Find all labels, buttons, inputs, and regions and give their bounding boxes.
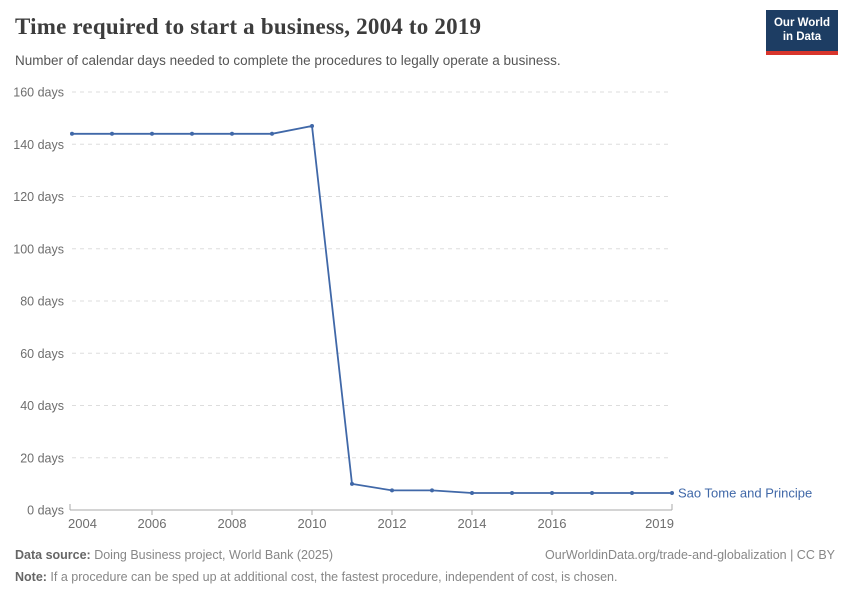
x-tick-label-2006: 2006: [138, 516, 167, 531]
owid-logo-line1: Our World: [773, 17, 830, 29]
data-point-2006[interactable]: [150, 131, 154, 136]
data-point-2010[interactable]: [310, 124, 314, 128]
x-tick-label-2012: 2012: [378, 516, 407, 531]
y-tick-label-60: 60 days: [20, 347, 64, 361]
chart-subtitle: Number of calendar days needed to comple…: [15, 53, 561, 68]
data-point-2013[interactable]: [430, 488, 434, 493]
data-point-2007[interactable]: [190, 131, 194, 136]
y-tick-label-0: 0 days: [27, 504, 64, 518]
data-point-2017[interactable]: [590, 491, 594, 495]
y-tick-label-120: 120 days: [13, 190, 64, 204]
data-point-2016[interactable]: [550, 491, 554, 495]
data-point-2005[interactable]: [110, 131, 114, 136]
x-tick-label-2004: 2004: [68, 516, 97, 531]
data-point-2018[interactable]: [630, 491, 634, 495]
data-point-2015[interactable]: [510, 491, 514, 495]
data-point-2004[interactable]: [70, 131, 74, 136]
y-tick-label-80: 80 days: [20, 295, 64, 309]
note-text: If a procedure can be sped up at additio…: [46, 570, 618, 584]
data-point-2011[interactable]: [350, 481, 354, 486]
y-tick-label-40: 40 days: [20, 399, 64, 413]
x-tick-label-2008: 2008: [218, 516, 247, 531]
page-title: Time required to start a business, 2004 …: [15, 14, 482, 39]
y-tick-label-140: 140 days: [13, 138, 64, 152]
x-tick-label-2016: 2016: [538, 516, 567, 531]
series-end-label: Sao Tome and Principe: [678, 486, 812, 501]
series-line: [72, 124, 672, 494]
y-tick-label-100: 100 days: [13, 242, 64, 256]
x-tick-label-2014: 2014: [458, 516, 487, 531]
y-tick-label-20: 20 days: [20, 451, 64, 465]
data-source-line: Data source: Doing Business project, Wor…: [15, 548, 333, 562]
note-line: Note: If a procedure can be sped up at a…: [15, 570, 617, 584]
note-label: Note:: [15, 570, 47, 584]
data-point-2014[interactable]: [470, 491, 474, 495]
data-source-text: Doing Business project, World Bank (2025…: [90, 548, 333, 562]
data-source-label: Data source:: [15, 548, 91, 562]
data-point-2008[interactable]: [230, 131, 234, 136]
data-point-2019[interactable]: [670, 491, 674, 495]
data-point-2012[interactable]: [390, 488, 394, 493]
data-point-2009[interactable]: [270, 131, 274, 136]
y-tick-label-160: 160 days: [13, 86, 64, 100]
footer-citation-link[interactable]: OurWorldinData.org/trade-and-globalizati…: [545, 548, 835, 562]
x-tick-label-2010: 2010: [298, 516, 327, 531]
owid-logo-line2: in Data: [782, 31, 822, 44]
owid-logo[interactable]: Our World in Data: [765, 10, 838, 55]
x-tick-label-2019: 2019: [645, 516, 674, 531]
